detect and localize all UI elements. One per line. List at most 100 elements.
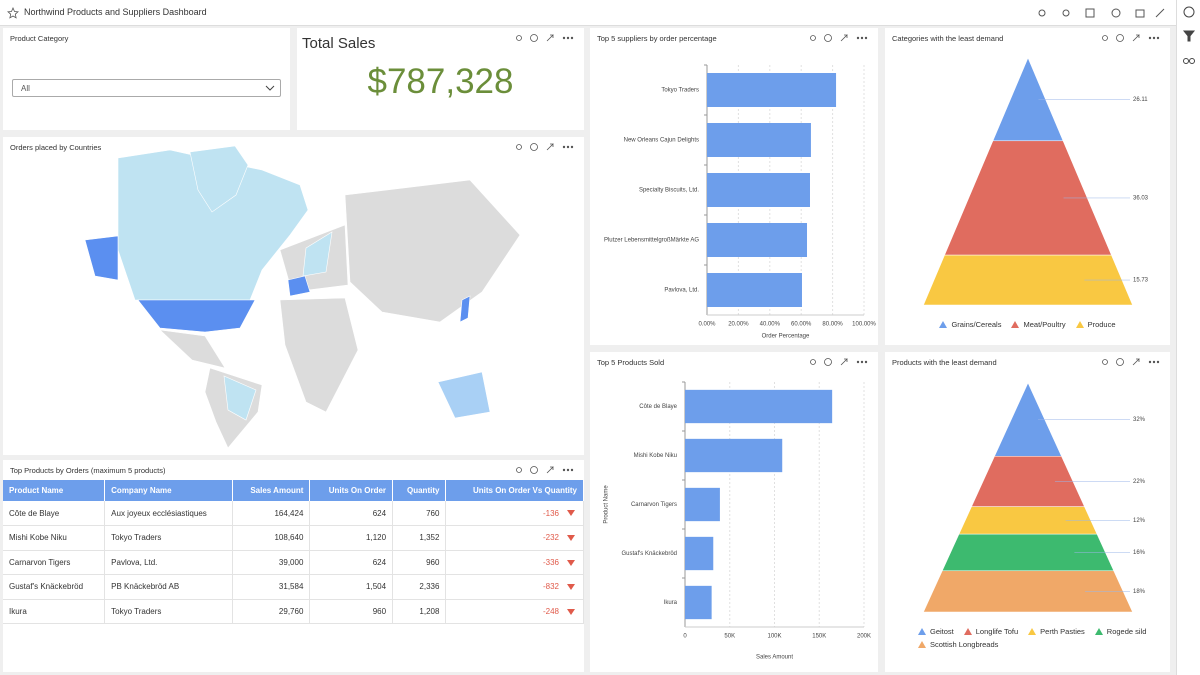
legend-marker xyxy=(1075,321,1084,328)
table-cell: 1,504 xyxy=(309,574,394,600)
action-icons xyxy=(516,143,574,151)
y-tick-label: Carnarvon Tigers xyxy=(631,502,677,508)
kpi-title: Total Sales xyxy=(302,35,376,52)
y-tick-label: Plutzer LebensmittelgroßMärkte AG xyxy=(604,238,699,244)
table-body: Côte de Blaye Aux joyeux ecclésiastiques 1… xyxy=(3,501,584,624)
toolbar[interactable] xyxy=(1030,6,1170,20)
expand-icon xyxy=(1132,34,1140,42)
legend-marker xyxy=(1094,628,1103,635)
column-header: Sales Amount xyxy=(232,480,311,501)
pyramid-segment xyxy=(923,254,1133,306)
legend-item: Produce xyxy=(1075,320,1116,329)
action-icons xyxy=(810,34,868,42)
table-cell: 29,760 xyxy=(232,599,311,624)
data-label: 32% xyxy=(1133,417,1146,423)
legend-item: Longlife Tofu xyxy=(963,627,1018,636)
panel-actions[interactable] xyxy=(514,33,578,43)
comment-icon xyxy=(824,358,832,366)
panel-actions[interactable] xyxy=(808,33,872,43)
action-icons xyxy=(516,466,574,474)
sidebar-icons[interactable] xyxy=(1177,0,1200,80)
more-icon xyxy=(856,36,860,40)
table-cell: Pavlova, Ltd. xyxy=(104,550,233,575)
pin-icon xyxy=(1102,359,1108,365)
x-tick-label: 40.00% xyxy=(760,322,781,328)
pin-icon xyxy=(516,35,522,41)
legend-marker xyxy=(939,321,948,328)
panel-actions[interactable] xyxy=(514,465,578,475)
action-icons xyxy=(1102,34,1160,42)
panel-actions[interactable] xyxy=(1100,357,1164,367)
legend: Geitost Longlife Tofu Perth Pasties Rogede … xyxy=(918,627,1148,649)
more-icon xyxy=(1152,36,1156,40)
expand-icon xyxy=(1132,358,1140,366)
more-icon xyxy=(566,36,570,40)
dropdown-arrow xyxy=(265,85,275,91)
more-icon xyxy=(856,360,860,364)
y-tick-label: Tokyo Traders xyxy=(661,88,699,94)
more-icon xyxy=(562,145,566,149)
data-label: 18% xyxy=(1133,589,1146,595)
x-tick-label: 20.00% xyxy=(728,322,749,328)
table-cell: 624 xyxy=(309,501,394,526)
legend-item: Rogede sild xyxy=(1094,627,1146,636)
legend-swatch xyxy=(1075,321,1084,328)
table-cell: PB Knäckebröd AB xyxy=(104,574,233,600)
more-icon xyxy=(1152,360,1156,364)
expand-icon xyxy=(546,143,554,151)
legend-marker xyxy=(1011,321,1020,328)
table-cell: -136 xyxy=(445,501,584,526)
table-row: Carnarvon Tigers Pavlova, Ltd. 39,000 624 96… xyxy=(3,550,584,575)
pin-icon xyxy=(1102,35,1108,41)
y-tick-label: Pavlova, Ltd. xyxy=(664,288,699,294)
x-tick-label: 200K xyxy=(857,634,871,640)
expand-icon xyxy=(840,358,848,366)
legend-item: Scottish Longbreads xyxy=(918,640,998,649)
column-header: Units On Order xyxy=(309,480,394,501)
data-label: 26.11 xyxy=(1133,97,1148,103)
table-cell: 108,640 xyxy=(232,525,311,551)
x-axis-title: Sales Amount xyxy=(756,655,793,661)
bar xyxy=(685,487,720,522)
sidebar xyxy=(1176,0,1200,675)
panel-actions[interactable] xyxy=(808,357,872,367)
table-cell: Tokyo Traders xyxy=(104,599,233,624)
category-dropdown[interactable]: All xyxy=(12,79,281,97)
legend-label: Meat/Poultry xyxy=(1023,320,1066,329)
legend-swatch xyxy=(1094,628,1103,635)
top-bar: Northwind Products and Suppliers Dashboa… xyxy=(0,0,1200,26)
column-header: Units On Order Vs Quantity xyxy=(445,480,584,501)
data-label: 22% xyxy=(1133,479,1146,485)
map-title: Orders placed by Countries xyxy=(10,143,102,152)
dropdown-value: All xyxy=(21,84,30,93)
bar xyxy=(685,389,833,424)
pyramid-segment xyxy=(923,570,1133,613)
expand-icon xyxy=(546,466,554,474)
chart-panel: Top 5 Products Sold 0 50K 100K 150K 200K Côte… xyxy=(590,352,878,672)
pyramid-chart: 32% 22% 12% 16% 18% xyxy=(923,382,1146,613)
panel-actions[interactable] xyxy=(1100,33,1164,43)
bar xyxy=(707,123,811,157)
table-cell: Carnarvon Tigers xyxy=(3,550,106,575)
world-map xyxy=(84,145,521,449)
x-tick-label: 50K xyxy=(724,634,735,640)
legend-swatch xyxy=(918,641,926,648)
more-icon xyxy=(1148,360,1152,364)
favorite-icon[interactable] xyxy=(7,7,19,19)
table-cell: Côte de Blaye xyxy=(3,501,106,526)
more-icon xyxy=(570,36,574,40)
legend-marker xyxy=(918,628,926,635)
table-cell: 624 xyxy=(309,550,394,575)
map-panel: Orders placed by Countries xyxy=(3,137,584,455)
panel-actions[interactable] xyxy=(514,142,578,152)
legend-label: Grains/Cereals xyxy=(951,320,1002,329)
x-tick-label: 100K xyxy=(767,634,781,640)
table-cell: -232 xyxy=(445,525,584,551)
filter-panel: Product Category All xyxy=(3,28,290,130)
legend-swatch xyxy=(918,628,926,635)
column-header: Quantity xyxy=(392,480,447,501)
more-icon xyxy=(570,468,574,472)
legend-marker xyxy=(963,628,972,635)
filter-title: Product Category xyxy=(10,34,69,43)
